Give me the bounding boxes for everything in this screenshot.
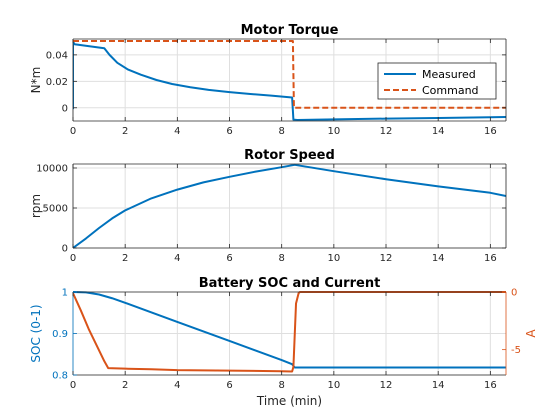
- battery-right-y-tick-label: -5: [511, 345, 521, 356]
- speed-x-tick-label: 2: [122, 253, 128, 264]
- torque-x-tick-label: 14: [432, 126, 445, 137]
- torque-title: Motor Torque: [241, 23, 339, 38]
- speed-x-tick-label: 0: [70, 253, 76, 264]
- torque-x-tick-label: 8: [278, 126, 284, 137]
- battery-right-y-axis-label: A: [524, 329, 538, 338]
- legend-label-measured: Measured: [422, 68, 476, 81]
- battery-x-tick-label: 12: [380, 380, 393, 391]
- torque-x-tick-label: 4: [174, 126, 180, 137]
- speed-x-tick-label: 4: [174, 253, 180, 264]
- battery-x-tick-label: 8: [278, 380, 284, 391]
- torque-legend: Measured Command: [377, 62, 497, 100]
- speed-x-tick-label: 6: [226, 253, 232, 264]
- speed-y-tick-label: 10000: [36, 164, 68, 175]
- speed-x-tick-label: 10: [327, 253, 340, 264]
- battery-x-tick-label: 14: [432, 380, 445, 391]
- rotor-speed-axes: 0 2 4 6 8 10 12 14 16 0 5000 10000 Rotor Speed rpm: [29, 148, 507, 264]
- battery-x-tick-label: 16: [484, 380, 497, 391]
- torque-y-axis-label: N*m: [29, 67, 43, 94]
- battery-y-tick-label: 0.8: [52, 371, 68, 382]
- battery-right-y-tick-label: 0: [511, 288, 517, 299]
- torque-x-tick-label: 10: [327, 126, 340, 137]
- battery-x-axis-label: Time (min): [256, 394, 322, 408]
- motor-torque-axes: 0 2 4 6 8 10 12 14 16 0 0.02 0.04 Motor Torque N*m Mea…: [29, 23, 507, 137]
- torque-y-tick-label: 0.04: [46, 50, 68, 61]
- battery-x-tick-label: 0: [70, 380, 76, 391]
- battery-y-tick-label: 0.9: [52, 329, 68, 340]
- battery-x-tick-label: 4: [174, 380, 180, 391]
- battery-title: Battery SOC and Current: [199, 276, 381, 291]
- speed-y-tick-label: 0: [62, 244, 68, 255]
- torque-measured-line: [73, 40, 506, 121]
- torque-y-tick-label: 0.02: [46, 77, 68, 88]
- battery-current-line: [73, 291, 506, 373]
- torque-x-tick-label: 6: [226, 126, 232, 137]
- legend-box: [377, 62, 497, 100]
- torque-command-line: [73, 39, 506, 109]
- torque-x-tick-label: 16: [484, 126, 497, 137]
- battery-series-0-line: [73, 291, 506, 369]
- battery-soc-current-axes: 0 2 4 6 8 10 12 14 16 0.8 0.9 1 -5 0 Battery SOC and C…: [29, 276, 538, 408]
- battery-x-tick-label: 10: [327, 380, 340, 391]
- battery-y-tick-label: 1: [62, 288, 68, 299]
- speed-title: Rotor Speed: [244, 148, 335, 163]
- speed-series-0-line: [73, 163, 506, 249]
- torque-x-tick-label: 2: [122, 126, 128, 137]
- speed-x-tick-label: 14: [432, 253, 445, 264]
- speed-plot-area: [73, 164, 506, 248]
- battery-x-tick-label: 6: [226, 380, 232, 391]
- torque-x-tick-label: 0: [70, 126, 76, 137]
- speed-y-axis-label: rpm: [29, 194, 43, 218]
- speed-y-tick-label: 5000: [43, 204, 68, 215]
- speed-x-tick-label: 16: [484, 253, 497, 264]
- torque-x-tick-label: 12: [380, 126, 393, 137]
- battery-y-axis-label: SOC (0-1): [29, 304, 43, 362]
- speed-x-tick-label: 12: [380, 253, 393, 264]
- battery-x-tick-label: 2: [122, 380, 128, 391]
- torque-y-tick-label: 0: [62, 103, 68, 114]
- speed-x-tick-label: 8: [278, 253, 284, 264]
- legend-label-command: Command: [422, 84, 479, 97]
